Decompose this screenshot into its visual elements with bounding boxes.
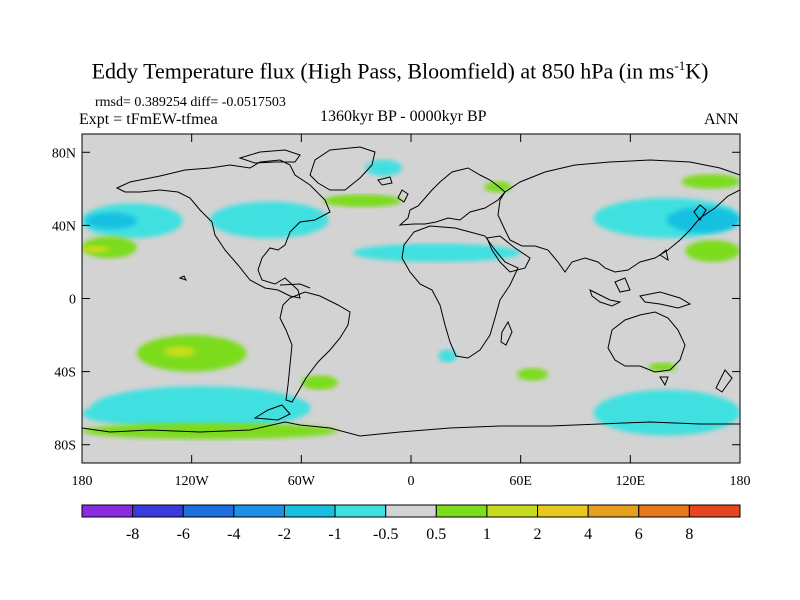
lon-label: 120E [616, 474, 646, 489]
colorbar-swatch [233, 504, 285, 518]
region--2 [666, 207, 740, 233]
lon-label: 180 [730, 474, 751, 489]
latitude-labels: 80N 40N 0 40S 80S [52, 146, 76, 453]
lon-label: 60W [288, 474, 316, 489]
colorbar-swatch [283, 504, 336, 518]
colorbar-label: -1 [328, 526, 341, 543]
region-2 [82, 245, 110, 253]
colorbar-swatch [182, 504, 235, 518]
colorbar-label: -6 [177, 526, 190, 543]
lat-label: 0 [69, 293, 76, 308]
region--1 [82, 404, 156, 423]
lon-label: 180 [72, 474, 93, 489]
colorbar-swatch [435, 504, 488, 518]
region--1 [438, 349, 457, 363]
lat-label: 40S [54, 366, 76, 381]
colorbar-label: -0.5 [373, 526, 398, 543]
region-1 [82, 422, 338, 440]
colorbar-swatch [688, 504, 741, 518]
region-1 [648, 362, 677, 372]
region-1 [323, 194, 402, 208]
colorbar-swatch [537, 504, 589, 518]
colorbar-swatch [587, 504, 640, 518]
longitude-labels: 180 120W 60W 0 60E 120E 180 [72, 474, 751, 489]
colorbar-label: 2 [534, 526, 542, 543]
colorbar-swatch [81, 504, 134, 518]
coastlines [82, 146, 740, 437]
region-2 [164, 346, 196, 357]
region-1 [517, 367, 549, 381]
lon-label: 0 [408, 474, 415, 489]
colorbar-label: 8 [685, 526, 693, 543]
colorbar-label: 1 [483, 526, 491, 543]
region-1 [681, 174, 740, 189]
period-label: 1360kyr BP - 0000kyr BP [320, 108, 487, 125]
lon-label: 120W [175, 474, 210, 489]
region--2 [85, 212, 137, 230]
colorbar-swatch [334, 504, 387, 518]
plot-title: Eddy Temperature flux (High Pass, Bloomf… [91, 58, 709, 84]
colorbar-swatch [132, 504, 184, 518]
region--1 [352, 243, 521, 262]
colorbar-label: -4 [227, 526, 240, 543]
colorbar-swatch [486, 504, 539, 518]
region--1 [593, 389, 740, 436]
axis-ticks [81, 134, 741, 463]
lat-label: 40N [52, 219, 76, 234]
experiment-label: Expt = tFmEW-tfmea [79, 111, 218, 128]
colorbar-label: 4 [584, 526, 592, 543]
region-1 [484, 181, 512, 193]
region-1 [82, 236, 137, 259]
region--1 [365, 159, 402, 177]
colorbar-label: -8 [126, 526, 139, 543]
lat-label: 80S [54, 439, 76, 454]
colorbar-label: 6 [635, 526, 643, 543]
region-1 [685, 240, 740, 262]
region--1 [209, 201, 329, 239]
colorbar-label: -2 [278, 526, 291, 543]
lat-label: 80N [52, 146, 76, 161]
region-1 [301, 375, 338, 390]
lon-label: 60E [509, 474, 532, 489]
stats-line: rmsd= 0.389254 diff= -0.0517503 [95, 95, 286, 110]
colorbar-swatch [385, 504, 437, 518]
colorbar-swatch [638, 504, 690, 518]
season-label: ANN [704, 111, 739, 128]
colorbar-label: 0.5 [426, 526, 446, 543]
colorbar: -8 -6 -4 -2 -1 -0.5 0.5 1 2 4 6 8 [81, 504, 741, 543]
